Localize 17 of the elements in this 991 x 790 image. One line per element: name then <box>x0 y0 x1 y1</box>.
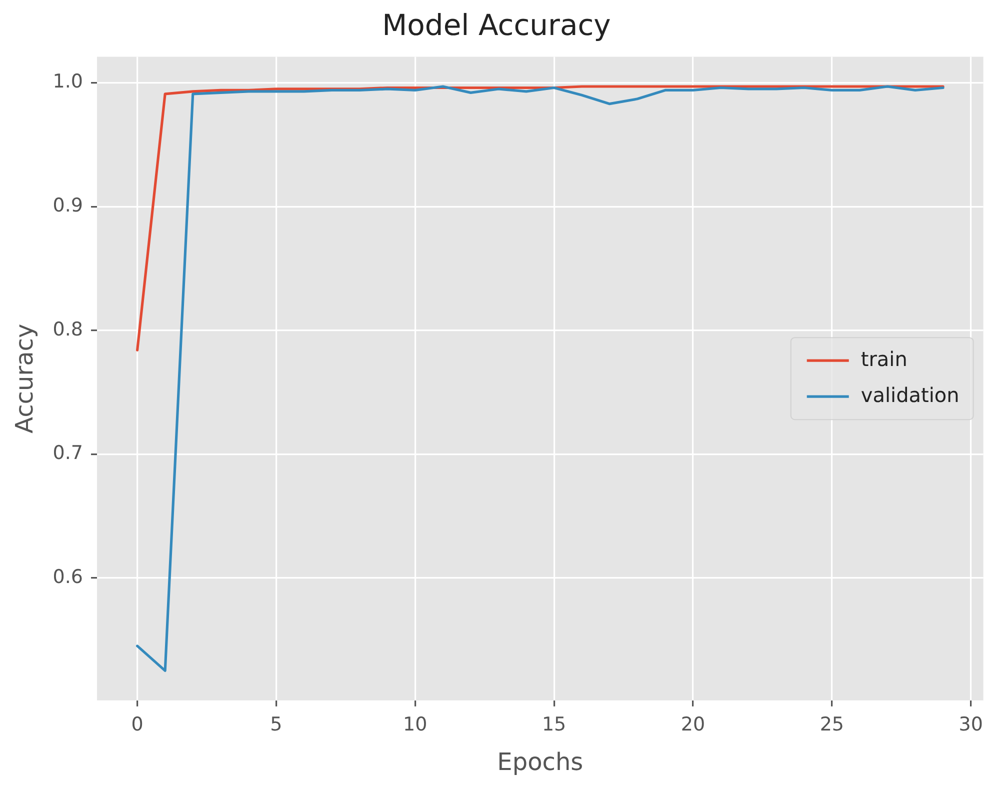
y-tick-label: 0.6 <box>52 566 84 588</box>
y-tick-label: 0.8 <box>52 318 84 340</box>
y-tick-label: 0.7 <box>52 442 84 464</box>
y-axis-title: Accuracy <box>10 324 39 434</box>
x-tick-label: 15 <box>542 714 566 736</box>
x-tick-label: 5 <box>270 714 282 736</box>
x-tick-label: 0 <box>131 714 144 736</box>
y-tick-label: 1.0 <box>52 70 84 93</box>
legend-label: train <box>860 346 908 371</box>
x-tick-label: 30 <box>958 714 983 736</box>
x-tick-label: 10 <box>403 714 428 736</box>
chart-title: Model Accuracy <box>382 8 611 42</box>
x-axis-title: Epochs <box>497 748 584 776</box>
y-tick-label: 0.9 <box>52 194 84 216</box>
legend-label: validation <box>860 382 960 407</box>
x-tick-label: 25 <box>820 714 844 736</box>
x-tick-label: 20 <box>680 714 706 736</box>
